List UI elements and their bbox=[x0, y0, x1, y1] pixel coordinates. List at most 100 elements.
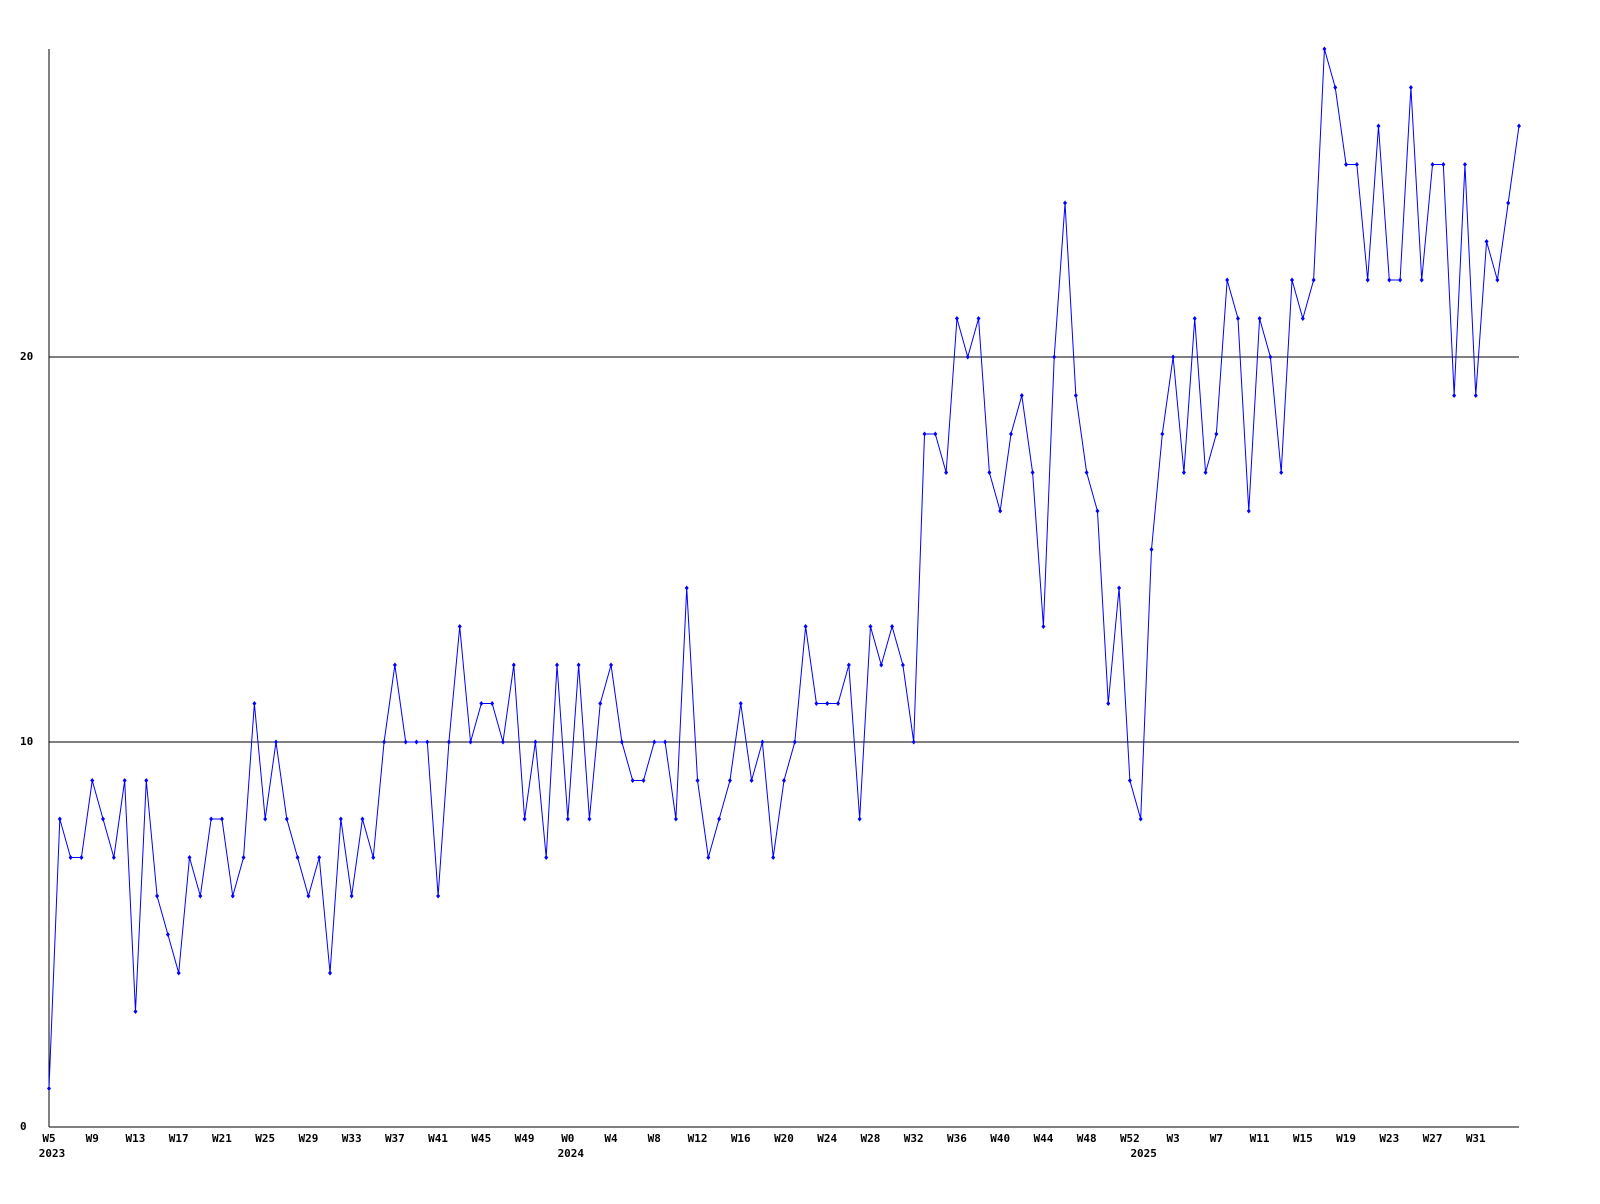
x-tick-label: W8 bbox=[648, 1132, 661, 1145]
data-line bbox=[48, 48, 1520, 1089]
x-tick-label: W9 bbox=[86, 1132, 99, 1145]
data-point bbox=[1235, 316, 1240, 321]
data-point bbox=[771, 855, 776, 860]
x-tick-label: W11 bbox=[1250, 1132, 1270, 1145]
data-point bbox=[263, 816, 268, 822]
data-point bbox=[382, 739, 387, 745]
year-label: 2024 bbox=[558, 1147, 585, 1160]
data-point bbox=[1506, 200, 1511, 206]
data-point bbox=[1268, 354, 1273, 360]
data-point bbox=[673, 816, 678, 822]
data-point bbox=[922, 431, 927, 437]
data-point bbox=[1517, 123, 1521, 129]
data-point bbox=[1246, 508, 1251, 514]
y-tick-label: 20 bbox=[20, 350, 33, 363]
x-tick-label: W33 bbox=[342, 1132, 362, 1145]
data-point bbox=[727, 778, 732, 783]
data-point bbox=[1484, 239, 1489, 244]
data-point bbox=[1408, 85, 1413, 90]
data-point bbox=[176, 970, 181, 976]
data-point bbox=[1495, 277, 1500, 283]
data-point bbox=[1171, 354, 1176, 360]
year-label: 2023 bbox=[39, 1147, 66, 1160]
data-point bbox=[1257, 316, 1262, 321]
data-point bbox=[392, 662, 397, 668]
x-tick-label: W20 bbox=[774, 1132, 794, 1145]
data-point bbox=[1095, 508, 1100, 514]
x-tick-label: W16 bbox=[731, 1132, 751, 1145]
data-point bbox=[252, 701, 257, 706]
data-point bbox=[1376, 123, 1381, 129]
data-point bbox=[338, 816, 343, 822]
x-tick-label: W41 bbox=[428, 1132, 448, 1145]
x-tick-label: W25 bbox=[255, 1132, 275, 1145]
x-tick-label: W15 bbox=[1293, 1132, 1313, 1145]
x-tick-label: W48 bbox=[1077, 1132, 1097, 1145]
x-tick-label: W4 bbox=[604, 1132, 618, 1145]
data-point bbox=[1387, 277, 1392, 283]
data-point bbox=[1398, 277, 1403, 283]
data-point bbox=[900, 662, 905, 668]
data-point bbox=[1430, 162, 1435, 167]
data-point bbox=[1073, 393, 1078, 398]
x-tick-label: W29 bbox=[298, 1132, 318, 1145]
data-point bbox=[1473, 393, 1478, 398]
data-point bbox=[284, 816, 289, 822]
x-tick-label: W0 bbox=[561, 1132, 574, 1145]
data-point bbox=[306, 893, 311, 899]
data-point bbox=[706, 855, 711, 860]
data-point bbox=[933, 431, 938, 437]
data-point bbox=[619, 739, 624, 745]
data-point bbox=[533, 739, 538, 745]
data-point bbox=[165, 932, 170, 937]
x-tick-label: W36 bbox=[947, 1132, 967, 1145]
data-point bbox=[1300, 316, 1305, 321]
data-point bbox=[1365, 277, 1370, 283]
x-tick-label: W24 bbox=[817, 1132, 837, 1145]
data-point bbox=[522, 816, 527, 822]
data-point bbox=[1149, 547, 1154, 552]
data-point bbox=[198, 893, 203, 899]
x-tick-label: W21 bbox=[212, 1132, 232, 1145]
x-tick-label: W49 bbox=[515, 1132, 535, 1145]
data-point bbox=[79, 855, 84, 860]
data-point bbox=[317, 855, 322, 860]
data-point bbox=[987, 470, 992, 475]
x-tick-label: W32 bbox=[904, 1132, 924, 1145]
data-point bbox=[500, 739, 505, 745]
x-tick-label: W45 bbox=[471, 1132, 491, 1145]
data-point bbox=[446, 739, 451, 745]
data-point bbox=[1311, 277, 1316, 283]
data-point bbox=[1279, 470, 1284, 475]
x-tick-label: W13 bbox=[126, 1132, 146, 1145]
data-point bbox=[1192, 316, 1197, 321]
data-point bbox=[609, 662, 614, 668]
x-tick-label: W27 bbox=[1423, 1132, 1443, 1145]
data-point bbox=[1019, 393, 1024, 398]
data-point bbox=[490, 701, 495, 706]
data-point bbox=[825, 701, 830, 706]
data-point bbox=[598, 701, 603, 706]
data-point bbox=[209, 816, 214, 822]
data-point bbox=[1052, 354, 1057, 360]
data-point bbox=[273, 739, 278, 745]
data-point bbox=[879, 662, 884, 668]
data-point bbox=[403, 739, 408, 745]
data-point bbox=[133, 1009, 138, 1014]
data-point bbox=[576, 662, 581, 668]
data-point bbox=[792, 739, 797, 745]
x-tick-label: W40 bbox=[990, 1132, 1010, 1145]
data-point bbox=[101, 816, 106, 822]
data-point bbox=[1160, 431, 1165, 437]
data-point bbox=[760, 739, 765, 745]
x-tick-label: W23 bbox=[1379, 1132, 1399, 1145]
data-point bbox=[295, 855, 300, 860]
data-point bbox=[587, 816, 592, 822]
data-point bbox=[663, 739, 668, 745]
data-point bbox=[349, 893, 354, 899]
x-tick-label: W37 bbox=[385, 1132, 405, 1145]
x-tick-label: W28 bbox=[861, 1132, 881, 1145]
data-point bbox=[1138, 816, 1143, 822]
data-point bbox=[684, 585, 689, 591]
